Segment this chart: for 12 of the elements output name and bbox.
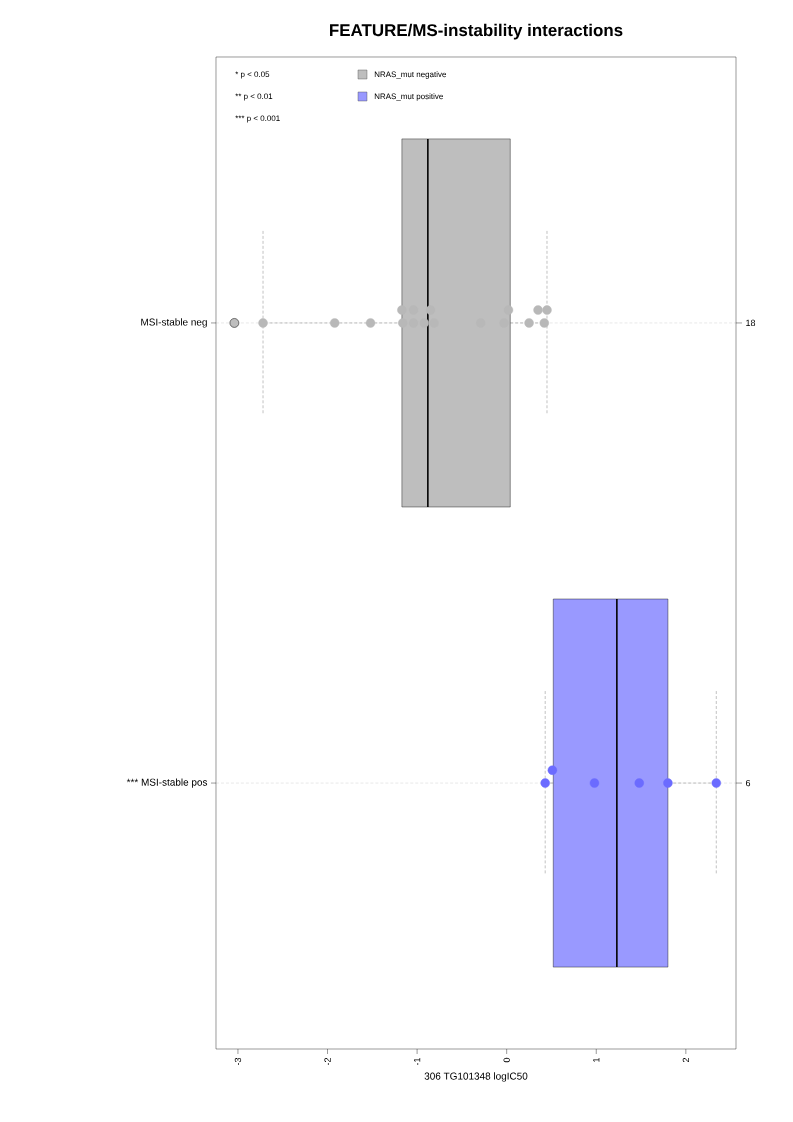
chart-title: FEATURE/MS-instability interactions xyxy=(330,23,623,40)
x-tick-label: 1 xyxy=(593,1057,600,1062)
x-tick-label: 0 xyxy=(503,1057,510,1063)
x-tick-label: -1 xyxy=(414,1057,421,1066)
x-axis-title: 306 TG101348 logIC50 xyxy=(424,1072,528,1082)
y2-tick-label: 18 xyxy=(746,319,756,327)
y-tick-label: *** MSI-stable pos xyxy=(126,778,208,788)
y-tick-label: MSI-stable neg xyxy=(141,318,207,328)
x-tick-label: 2 xyxy=(682,1057,689,1063)
x-tick-label: -2 xyxy=(324,1057,331,1066)
y2-tick-label: 6 xyxy=(745,779,751,787)
x-tick-label: -3 xyxy=(234,1057,242,1066)
